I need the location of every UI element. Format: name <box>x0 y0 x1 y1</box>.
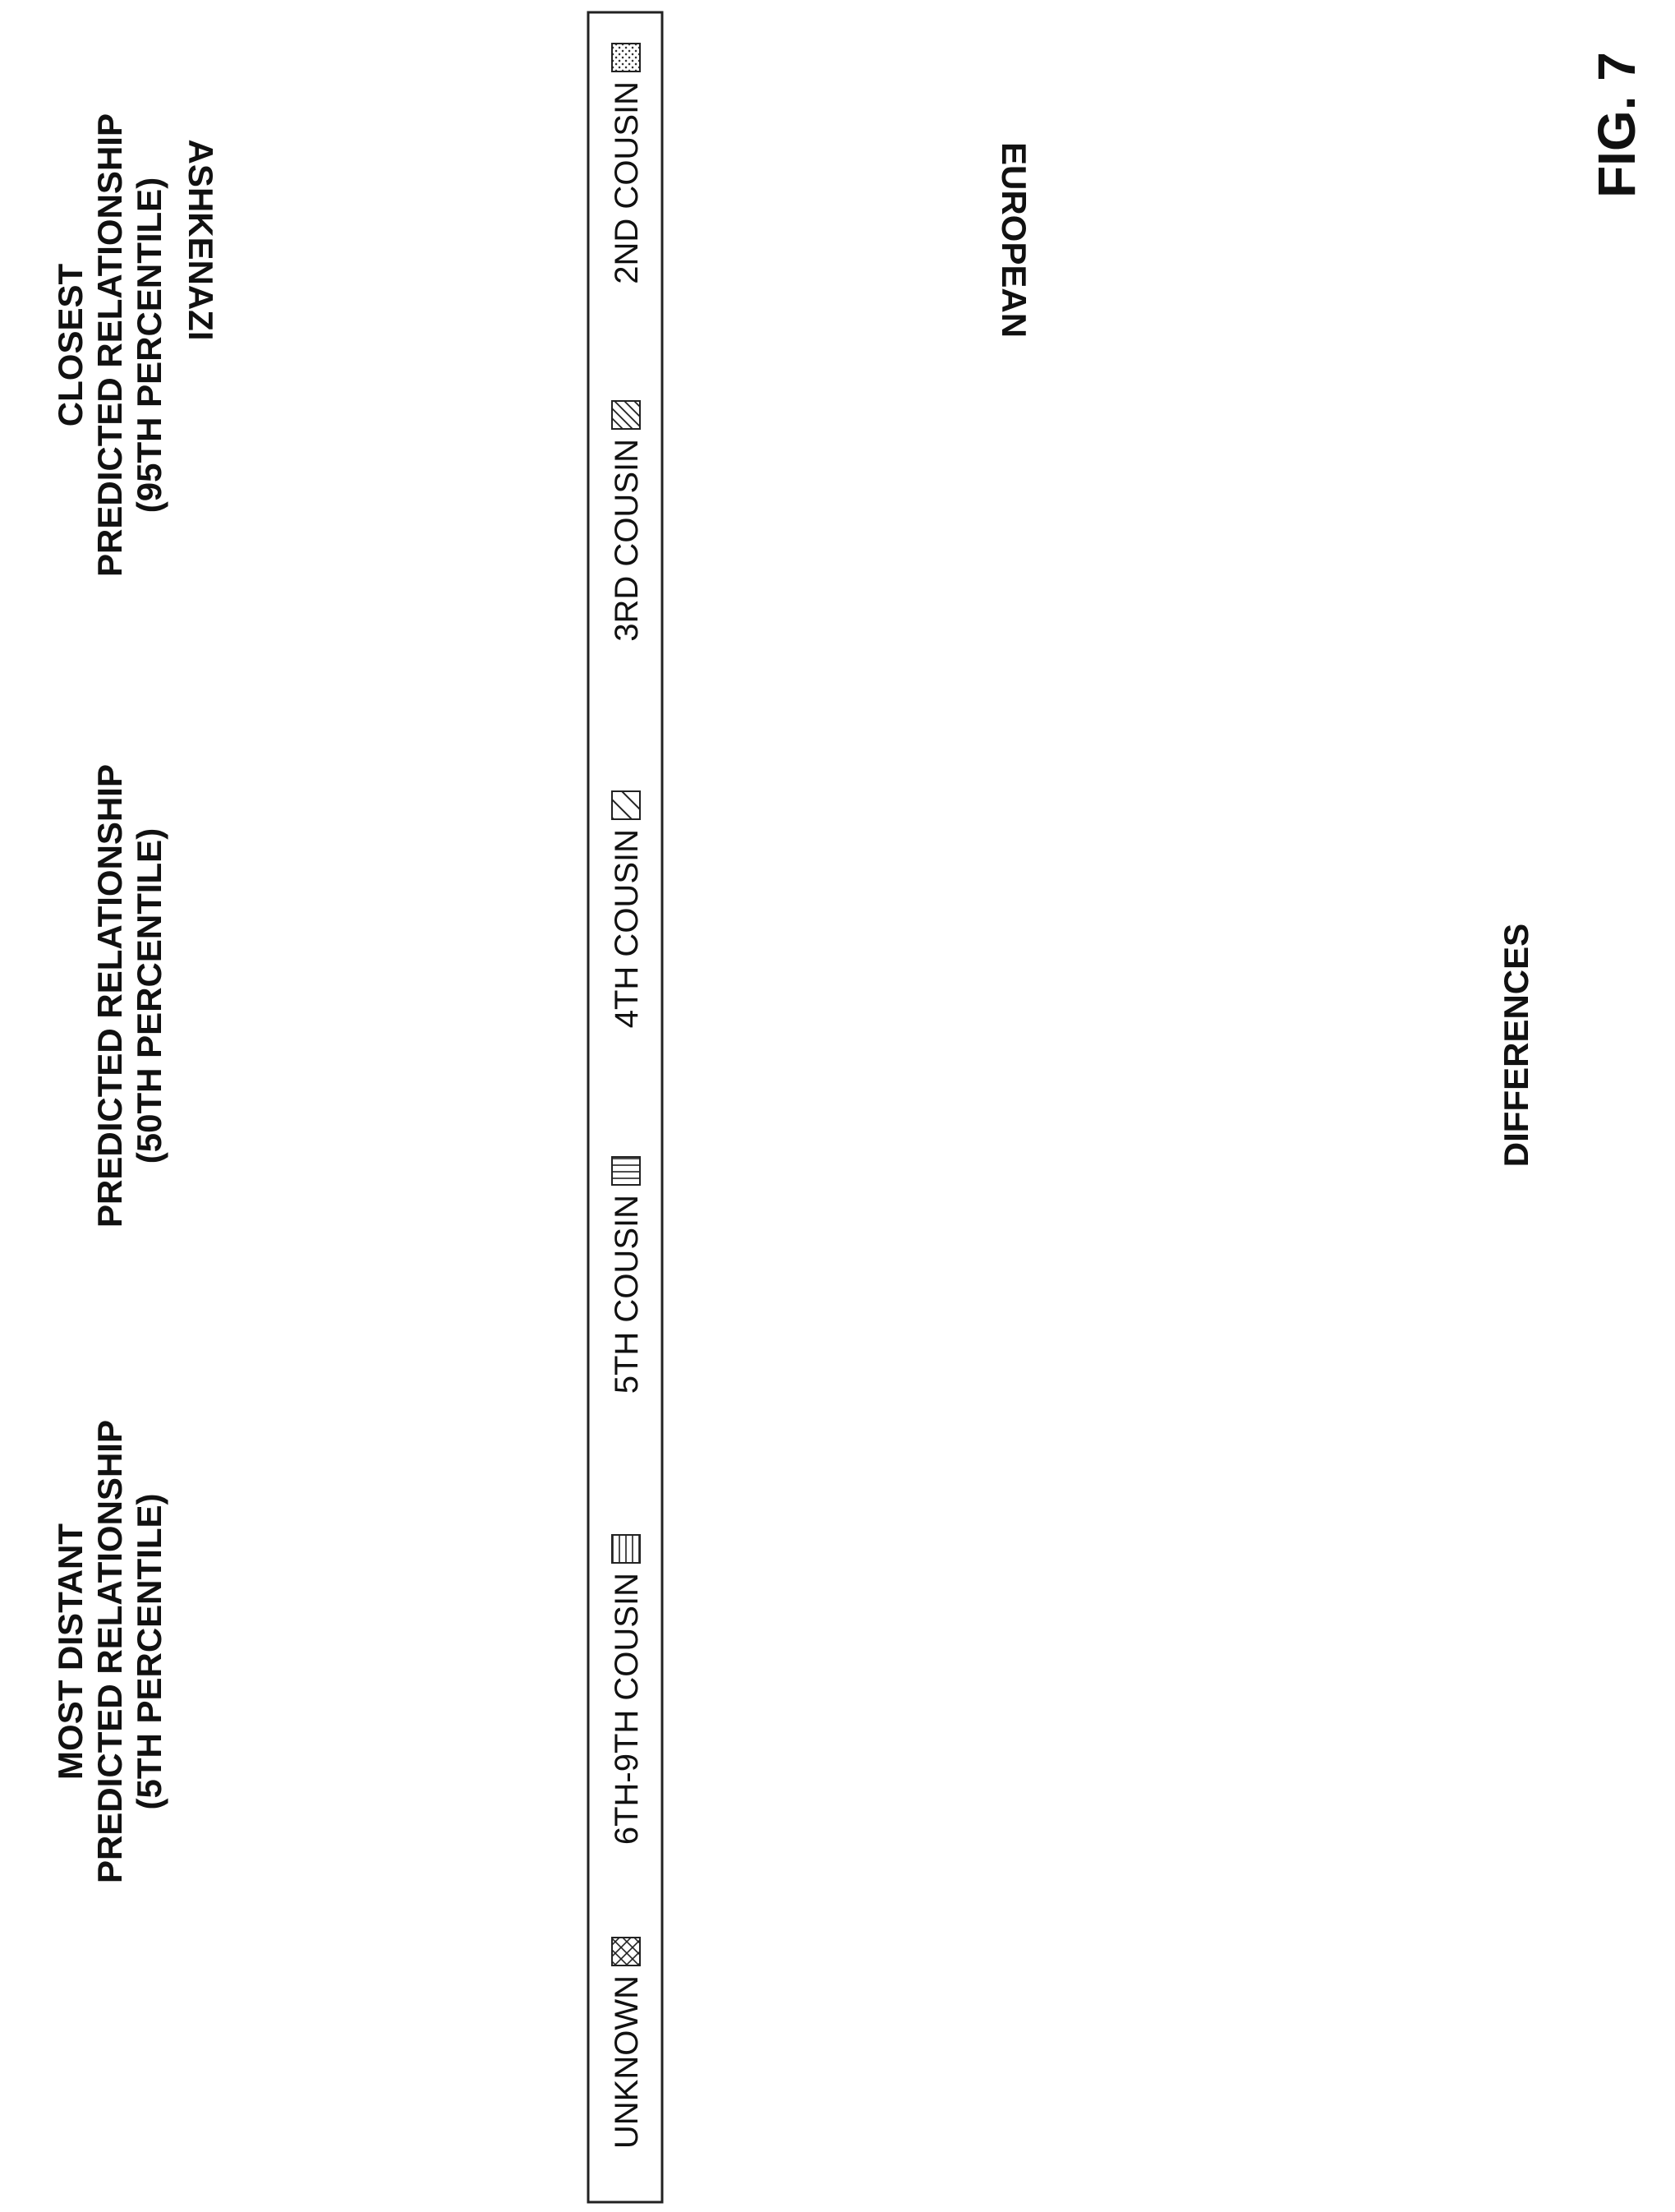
column-title-median: PREDICTED RELATIONSHIP(50TH PERCENTILE) <box>90 764 168 1228</box>
legend-label: 3RD COUSIN <box>609 439 645 642</box>
legend-label: 6TH-9TH COUSIN <box>609 1573 645 1845</box>
column-title-line: PREDICTED RELATIONSHIP <box>90 1420 129 1883</box>
legend-label: 4TH COUSIN <box>609 829 645 1028</box>
column-title-line: MOST DISTANT <box>51 1523 90 1780</box>
column-title-distant: MOST DISTANTPREDICTED RELATIONSHIP(5TH P… <box>51 1420 168 1883</box>
row-label-differences: DIFFERENCES <box>1497 924 1535 1167</box>
legend: 2ND COUSIN 3RD COUSIN 4TH COUSIN 5TH COUSIN… <box>609 43 645 2149</box>
legend-item: UNKNOWN <box>609 1937 645 2149</box>
legend-swatch <box>611 790 641 820</box>
legend-item: 6TH-9TH COUSIN <box>609 1534 645 1845</box>
column-title-line: CLOSEST <box>51 263 90 426</box>
column-title-line: PREDICTED RELATIONSHIP <box>90 764 129 1228</box>
legend-label: 5TH COUSIN <box>609 1195 645 1394</box>
legend-label: 2ND COUSIN <box>609 81 645 284</box>
row-label-ashkenazi: ASHKENAZI <box>182 139 220 340</box>
legend-label: UNKNOWN <box>609 1975 645 2149</box>
row-label-european: EUROPEAN <box>995 142 1033 338</box>
column-title-line: (50TH PERCENTILE) <box>130 828 168 1164</box>
legend-item: 5TH COUSIN <box>609 1156 645 1394</box>
legend-swatch <box>611 1937 641 1966</box>
legend-item: 3RD COUSIN <box>609 400 645 642</box>
column-title-line: (5TH PERCENTILE) <box>130 1493 168 1809</box>
column-title-line: PREDICTED RELATIONSHIP <box>90 113 129 577</box>
column-title-closest: CLOSESTPREDICTED RELATIONSHIP(95TH PERCE… <box>51 113 168 577</box>
legend-swatch <box>611 400 641 430</box>
column-title-line: (95TH PERCENTILE) <box>130 177 168 513</box>
figure-label: FIG. 7 <box>1587 52 1646 198</box>
legend-item: 4TH COUSIN <box>609 790 645 1028</box>
legend-item: 2ND COUSIN <box>609 43 645 284</box>
legend-swatch <box>611 43 641 72</box>
legend-swatch <box>611 1156 641 1186</box>
legend-swatch <box>611 1534 641 1564</box>
legend-box <box>587 11 664 2204</box>
